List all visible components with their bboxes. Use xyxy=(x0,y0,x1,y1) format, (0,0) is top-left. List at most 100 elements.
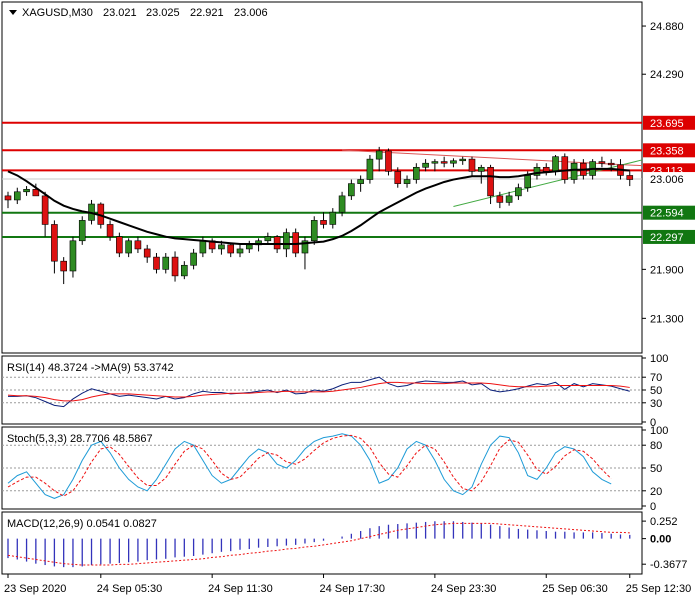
candle-body xyxy=(515,187,522,197)
candle[interactable] xyxy=(598,156,606,168)
time-tick-label: 24 Sep 17:30 xyxy=(320,583,385,595)
level-tag-22.297 xyxy=(643,229,695,244)
candle[interactable] xyxy=(171,251,179,282)
candle[interactable] xyxy=(69,236,77,278)
candle-body xyxy=(385,150,392,172)
rsi-tick-label: 50 xyxy=(650,385,662,397)
high-value: 23.025 xyxy=(146,7,180,19)
candle[interactable] xyxy=(227,243,235,258)
candle-body xyxy=(218,244,225,250)
candle-body xyxy=(78,220,86,242)
candle[interactable] xyxy=(23,186,30,196)
candle[interactable] xyxy=(468,156,476,176)
close-value: 23.006 xyxy=(234,7,268,19)
candle-body xyxy=(487,166,494,197)
candle-body xyxy=(552,156,559,172)
candle-body xyxy=(422,162,429,168)
candle[interactable] xyxy=(375,146,383,172)
candle-body xyxy=(561,156,569,180)
candle-body xyxy=(181,264,188,277)
candle-body xyxy=(125,240,132,254)
candle-body xyxy=(245,244,253,250)
candle[interactable] xyxy=(348,179,355,200)
candle[interactable] xyxy=(236,244,244,258)
candle-body xyxy=(598,161,606,164)
candle[interactable] xyxy=(190,248,197,270)
candle[interactable] xyxy=(60,257,67,285)
candle[interactable] xyxy=(13,187,21,205)
time-tick-label: 24 Sep 11:30 xyxy=(208,583,273,595)
green-trendline[interactable] xyxy=(453,159,643,207)
candle[interactable] xyxy=(533,163,541,180)
candle-body xyxy=(162,256,170,270)
candle[interactable] xyxy=(487,164,494,205)
candle[interactable] xyxy=(301,236,309,270)
macd-panel[interactable]: 0.252 0.00 -0.3677 MACD(12,26,9) 0.0541 0.… xyxy=(1,511,687,575)
candle[interactable] xyxy=(515,183,522,200)
candle-body xyxy=(4,195,12,201)
candle[interactable] xyxy=(292,228,299,258)
candle[interactable] xyxy=(320,212,327,229)
candle[interactable] xyxy=(413,163,420,184)
macd-tick-label: 0.252 xyxy=(650,516,678,528)
candle-body xyxy=(375,150,383,160)
candle[interactable] xyxy=(41,191,49,237)
low-value: 22.921 xyxy=(190,7,224,19)
candle[interactable] xyxy=(78,216,86,245)
candle[interactable] xyxy=(143,244,151,263)
candle-body xyxy=(134,240,142,250)
candle-body xyxy=(310,220,318,242)
candle[interactable] xyxy=(477,164,485,184)
candle-body xyxy=(413,166,420,180)
candle-body xyxy=(199,240,207,254)
candle[interactable] xyxy=(570,159,578,184)
candle[interactable] xyxy=(626,171,634,187)
candle[interactable] xyxy=(310,216,318,245)
candle-body xyxy=(283,232,290,250)
candle[interactable] xyxy=(106,220,114,241)
stoch-header: Stoch(5,3,3) 28.7706 48.5867 xyxy=(7,433,153,445)
candle-body xyxy=(60,260,67,272)
collapse-arrow-icon[interactable] xyxy=(9,10,17,15)
candle[interactable] xyxy=(561,153,569,184)
candle[interactable] xyxy=(422,159,429,172)
rsi-tick-label: 30 xyxy=(650,398,662,410)
candle[interactable] xyxy=(496,191,504,209)
candle[interactable] xyxy=(440,156,448,168)
candle[interactable] xyxy=(357,175,364,192)
candle-body xyxy=(477,166,485,172)
candle[interactable] xyxy=(181,261,188,280)
time-tick-label: 24 Sep 23:30 xyxy=(431,583,496,595)
candle[interactable] xyxy=(394,167,402,188)
open-value: 23.021 xyxy=(103,7,137,19)
candle[interactable] xyxy=(385,148,392,176)
stoch-tick-label: 80 xyxy=(650,440,662,452)
candle[interactable] xyxy=(51,220,58,274)
candle[interactable] xyxy=(264,232,272,245)
candle[interactable] xyxy=(403,175,411,188)
price-tick-label: 21.300 xyxy=(650,313,684,325)
candle-body xyxy=(459,158,467,162)
candle[interactable] xyxy=(459,156,467,165)
candle[interactable] xyxy=(153,253,160,274)
candle[interactable] xyxy=(134,236,142,254)
rsi-tick-label: 70 xyxy=(650,372,662,384)
candle[interactable] xyxy=(338,191,346,217)
candle[interactable] xyxy=(505,191,513,206)
candle[interactable] xyxy=(366,155,374,184)
candle[interactable] xyxy=(32,183,40,197)
candle[interactable] xyxy=(431,159,439,172)
candle[interactable] xyxy=(162,253,170,274)
candle[interactable] xyxy=(125,238,132,258)
candle[interactable] xyxy=(4,191,12,209)
candle-body xyxy=(143,248,151,258)
candle[interactable] xyxy=(283,228,290,258)
time-tick-label: 25 Sep 12:30 xyxy=(626,583,691,595)
candle[interactable] xyxy=(450,158,457,168)
candle[interactable] xyxy=(329,208,337,229)
stoch-panel[interactable]: 100 80 50 20 0 Stoch(5,3,3) 28.7706 48.5867 xyxy=(1,425,668,513)
rsi-signal-line xyxy=(7,381,630,402)
candle[interactable] xyxy=(116,232,123,258)
